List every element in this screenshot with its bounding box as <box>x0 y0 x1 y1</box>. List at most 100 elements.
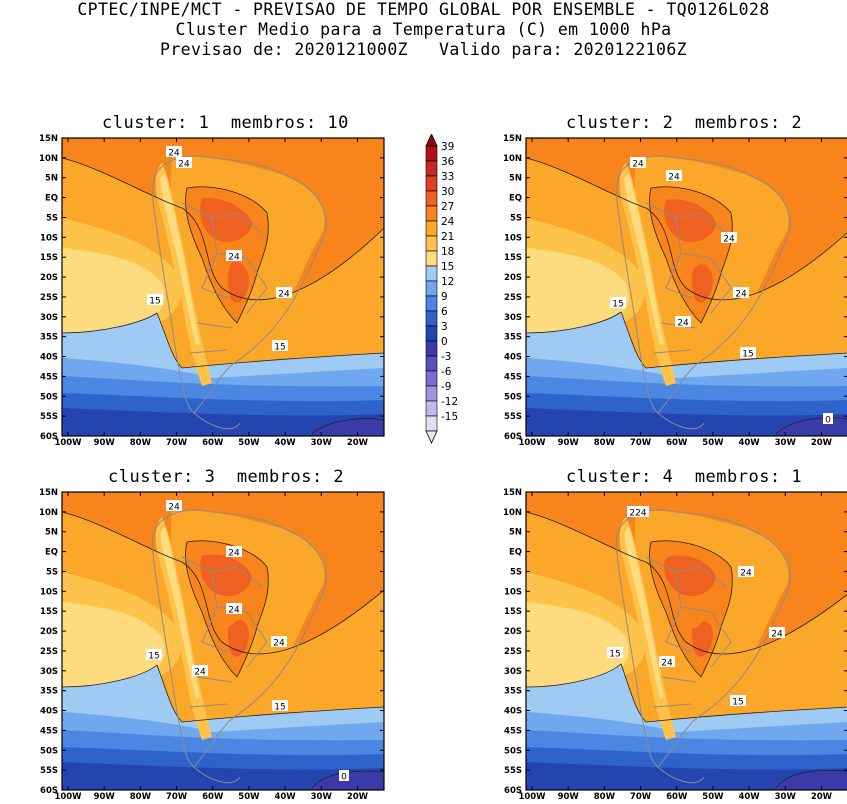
longitude-tick-label: 100W <box>54 792 82 800</box>
contour-label: 15 <box>149 297 160 307</box>
panel-1-title: cluster: 1 membros: 10 <box>102 113 349 133</box>
contour-label-bg <box>271 636 287 647</box>
latitude-tick-label: 20S <box>40 627 58 637</box>
latitude-tick-label: 25S <box>40 293 58 303</box>
longitude-tick-label: 70W <box>630 438 652 446</box>
colorbar-swatch <box>425 220 438 237</box>
colorbar-swatch <box>425 340 438 357</box>
latitude-tick-label: 15N <box>503 134 522 144</box>
colorbar-label: 18 <box>441 246 454 258</box>
latitude-tick-label: 40S <box>40 353 58 363</box>
contour-label-bg <box>740 347 756 358</box>
contour-label: 24 <box>278 290 290 300</box>
longitude-tick-label: 40W <box>738 792 760 800</box>
latitude-tick-label: 55S <box>504 766 522 776</box>
contour-label-bg <box>272 700 288 711</box>
latitude-tick-label: 45S <box>40 726 58 736</box>
contour-label-bg <box>730 695 746 706</box>
latitude-tick-label: 20S <box>40 273 58 283</box>
longitude-tick-label: 20W <box>811 438 833 446</box>
colorbar-label: 9 <box>441 291 448 303</box>
contour-label: 24 <box>668 173 680 183</box>
latitude-tick-label: 15S <box>40 253 58 263</box>
longitude-tick-label: 50W <box>702 792 724 800</box>
contour-label: 24 <box>771 630 783 640</box>
longitude-tick-label: 80W <box>594 438 616 446</box>
latitude-tick-label: 55S <box>40 412 58 422</box>
latitude-tick-label: 40S <box>504 707 522 717</box>
temperature-map-cluster-2: 24 24 24 24 24 15 15 0 15N 10N 5N EQ 5S 10S 15S 20S 25S 3… <box>486 134 847 448</box>
longitude-tick-label: 30W <box>775 792 797 800</box>
contour-label-bg <box>146 649 162 660</box>
latitude-tick-label: 50S <box>504 392 522 402</box>
contour-label-bg <box>192 665 208 676</box>
latitude-tick-label: 5S <box>510 567 522 577</box>
latitude-tick-label: 5S <box>46 213 58 223</box>
latitude-tick-label: 10S <box>504 233 522 243</box>
colorbar-swatch <box>425 145 438 162</box>
temperature-map-cluster-4: 224 24 24 24 15 15 15N 10N 5N EQ 5S 10S 15S 20S 25S 30S… <box>486 488 847 802</box>
colorbar-swatch <box>425 385 438 402</box>
contour-label: 24 <box>740 569 752 579</box>
latitude-tick-label: 5S <box>46 567 58 577</box>
contour-label: 24 <box>677 319 689 329</box>
colorbar-swatch <box>425 250 438 267</box>
longitude-tick-label: 80W <box>594 792 616 800</box>
latitude-tick-label: 40S <box>40 707 58 717</box>
contour-label: 24 <box>228 253 240 263</box>
latitude-tick-label: 40S <box>504 353 522 363</box>
latitude-tick-label: 15S <box>504 253 522 263</box>
colorbar-swatch <box>425 175 438 192</box>
colorbar-swatch <box>425 355 438 372</box>
latitude-tick-label: 45S <box>40 372 58 382</box>
latitude-tick-label: 55S <box>504 412 522 422</box>
contour-label-bg <box>176 157 192 168</box>
longitude-tick-label: 80W <box>130 438 152 446</box>
longitude-tick-label: 20W <box>347 438 369 446</box>
latitude-tick-label: EQ <box>509 548 522 558</box>
colorbar-swatch <box>425 295 438 312</box>
temperature-map-cluster-1: 24 24 24 24 15 15 15N 10N 5N EQ 5S 10S 15S 20S 25S 30S 3… <box>22 134 392 448</box>
colorbar-swatch <box>425 190 438 207</box>
contour-label: 15 <box>148 652 159 662</box>
contour-label: 224 <box>629 509 646 519</box>
longitude-tick-label: 30W <box>311 438 333 446</box>
latitude-tick-label: 15S <box>40 607 58 617</box>
contour-label: 24 <box>168 503 180 513</box>
contour-label-bg <box>666 170 682 181</box>
colorbar-swatch <box>425 235 438 252</box>
colorbar-label: 21 <box>441 231 454 243</box>
colorbar-swatch <box>425 370 438 387</box>
longitude-tick-label: 50W <box>702 438 724 446</box>
latitude-tick-label: 35S <box>40 333 58 343</box>
latitude-tick-label: 10N <box>503 154 522 164</box>
latitude-tick-label: 50S <box>40 746 58 756</box>
latitude-tick-label: 60S <box>40 786 58 796</box>
latitude-tick-label: 15N <box>39 134 58 144</box>
latitude-tick-label: 25S <box>504 293 522 303</box>
contour-label-bg <box>276 287 292 298</box>
colorbar-swatch <box>425 265 438 282</box>
latitude-tick-label: 10N <box>503 508 522 518</box>
colorbar-label: 3 <box>441 321 448 333</box>
colorbar-label: 36 <box>441 156 455 168</box>
contour-label-bg <box>823 413 833 424</box>
latitude-tick-label: 20S <box>504 627 522 637</box>
colorbar-swatch <box>425 310 438 327</box>
colorbar-swatch <box>425 415 438 432</box>
longitude-tick-label: 80W <box>130 792 152 800</box>
contour-label: 0 <box>825 416 831 426</box>
colorbar-label: 12 <box>441 276 454 288</box>
contour-label: 24 <box>178 160 190 170</box>
colorbar-label: 33 <box>441 171 454 183</box>
latitude-tick-label: 10N <box>39 508 58 518</box>
contour-label-bg <box>733 287 749 298</box>
contour-label-bg <box>226 250 242 261</box>
latitude-tick-label: EQ <box>509 194 522 204</box>
contour-label-bg <box>272 340 288 351</box>
contour-label: 24 <box>228 549 240 559</box>
latitude-tick-label: 10N <box>39 154 58 164</box>
contour-label: 15 <box>732 698 743 708</box>
contour-label-bg <box>607 647 623 658</box>
latitude-tick-label: 10S <box>504 587 522 597</box>
